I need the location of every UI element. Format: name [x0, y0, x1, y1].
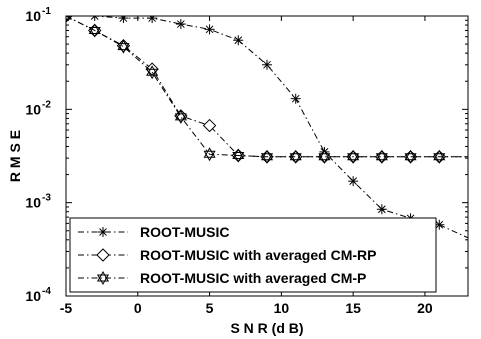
legend-box	[69, 217, 437, 293]
plot-frame	[65, 15, 469, 297]
legend-marker	[98, 227, 108, 237]
legend-label: ROOT-MUSIC with averaged CM-RP	[140, 247, 376, 263]
series-line	[66, 16, 468, 158]
legend-marker	[96, 271, 110, 285]
y-tick-label-exponent: -1	[42, 6, 51, 17]
data-point-marker	[203, 147, 216, 162]
legend-label: ROOT-MUSIC	[140, 224, 229, 240]
legend-marker	[96, 248, 110, 262]
series-line	[66, 16, 468, 239]
data-point-marker	[433, 149, 446, 164]
x-tick-label: 10	[274, 300, 290, 316]
y-tick-label: 10	[25, 195, 41, 211]
x-tick-label: 15	[345, 300, 361, 316]
y-tick-label: 10	[25, 8, 41, 24]
y-tick-label-exponent: -4	[42, 286, 51, 297]
y-tick-label-exponent: -2	[42, 99, 51, 110]
data-point-marker	[88, 23, 101, 38]
x-tick-label: -5	[60, 300, 73, 316]
data-point-marker	[318, 149, 331, 164]
series-3	[66, 16, 468, 164]
x-tick-label: 5	[206, 300, 214, 316]
y-tick-label-exponent: -3	[42, 193, 51, 204]
data-point-marker	[89, 16, 100, 21]
y-tick-label: 10	[25, 101, 41, 117]
data-point-marker	[174, 109, 187, 124]
data-point-marker	[117, 39, 130, 54]
data-point-marker	[260, 149, 274, 164]
data-point-marker	[290, 93, 301, 104]
x-axis-title: S N R (d B)	[230, 320, 303, 336]
data-point-marker	[118, 16, 129, 24]
data-point-marker	[375, 149, 388, 164]
data-point-marker	[348, 176, 359, 187]
data-point-marker	[204, 24, 215, 35]
data-point-marker	[202, 118, 217, 133]
legend-item: ROOT-MUSIC	[78, 224, 229, 240]
data-point-marker	[147, 16, 158, 24]
legend-item: ROOT-MUSIC with averaged CM-RP	[78, 247, 376, 263]
legend-label: ROOT-MUSIC with averaged CM-P	[140, 270, 366, 286]
x-tick-label: 0	[134, 300, 142, 316]
series-layer	[66, 16, 468, 239]
y-axis-title: R M S E	[7, 130, 23, 182]
data-point-marker	[146, 65, 159, 80]
data-point-marker	[347, 149, 360, 164]
data-point-marker	[376, 204, 387, 215]
data-point-marker	[289, 149, 302, 164]
series-1	[66, 16, 468, 239]
y-tick-label: 10	[25, 288, 41, 304]
data-point-marker	[404, 149, 417, 164]
data-point-marker	[232, 148, 245, 163]
data-point-marker	[66, 16, 73, 23]
x-tick-label: 20	[417, 300, 433, 316]
data-point-marker	[262, 59, 272, 70]
legend: ROOT-MUSIC ROOT-MUSIC with averaged CM-RP…	[69, 217, 437, 293]
legend-item: ROOT-MUSIC with averaged CM-P	[78, 270, 366, 286]
data-point-marker	[175, 19, 186, 30]
data-point-marker	[233, 35, 244, 46]
